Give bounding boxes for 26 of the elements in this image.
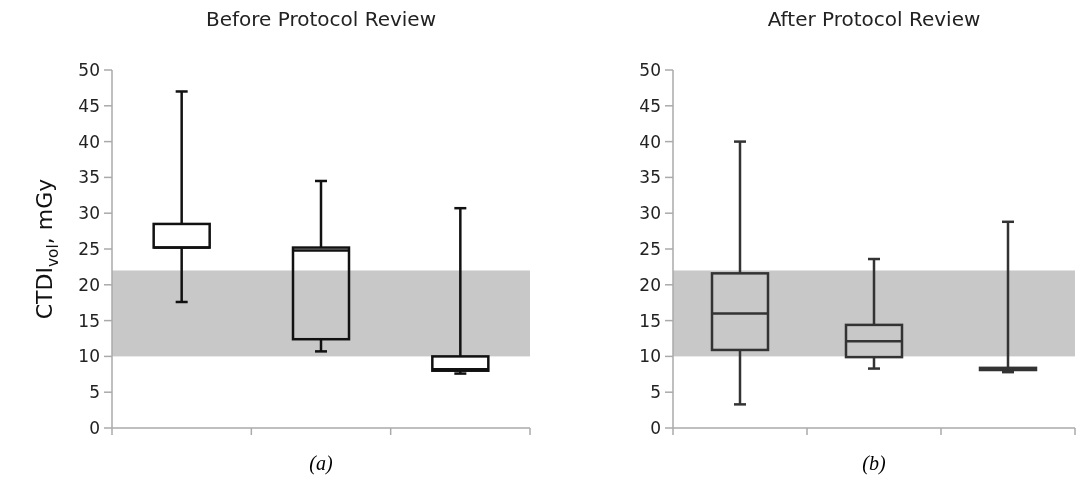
- y-tick-label: 25: [639, 238, 661, 259]
- y-tick-label: 10: [639, 346, 661, 367]
- text: (b): [862, 452, 886, 475]
- y-tick-label: 0: [89, 417, 100, 438]
- y-tick-label: 35: [639, 167, 661, 188]
- y-tick-label: 5: [650, 382, 661, 403]
- y-tick-label: 15: [639, 310, 661, 331]
- y-tick-label: 50: [639, 59, 661, 80]
- y-tick-label: 5: [89, 382, 100, 403]
- y-tick-label: 30: [78, 203, 100, 224]
- y-tick-label: 40: [639, 131, 661, 152]
- y-tick-label: 25: [78, 238, 100, 259]
- text: (a): [309, 452, 333, 475]
- y-tick-label: 45: [639, 95, 661, 116]
- y-tick-label: 35: [78, 167, 100, 188]
- y-tick-label: 40: [78, 131, 100, 152]
- y-tick-label: 10: [78, 346, 100, 367]
- y-tick-label: 20: [78, 274, 100, 295]
- y-tick-label: 45: [78, 95, 100, 116]
- y-tick-label: 15: [78, 310, 100, 331]
- y-tick-label: 20: [639, 274, 661, 295]
- chart-title: After Protocol Review: [767, 7, 981, 31]
- y-tick-label: 50: [78, 59, 100, 80]
- chart-title: Before Protocol Review: [205, 7, 437, 31]
- y-tick-label: 30: [639, 203, 661, 224]
- y-tick-label: 0: [650, 417, 661, 438]
